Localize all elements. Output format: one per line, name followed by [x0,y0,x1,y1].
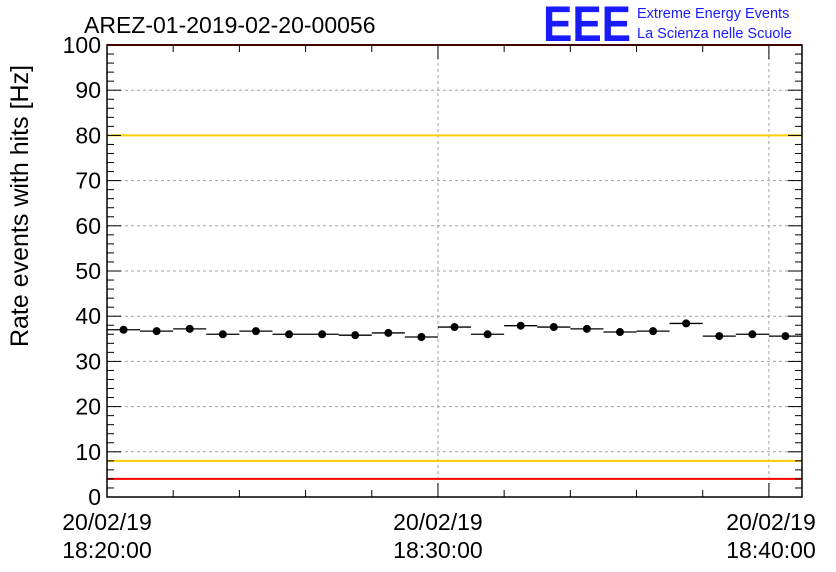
y-tick-label: 100 [63,32,101,58]
data-point [185,324,194,333]
grid-lines [107,45,802,497]
data-point [218,330,227,339]
axis-ticks [106,44,802,498]
y-tick-label: 80 [75,122,101,148]
y-tick-label: 70 [75,168,101,194]
x-tick-label-date: 20/02/19 [393,509,483,535]
data-point [119,325,128,334]
y-tick-label: 20 [75,394,101,420]
y-tick-label: 40 [75,303,101,329]
data-point [582,324,591,333]
data-point [483,330,492,339]
x-tick-label-date: 20/02/19 [62,509,152,535]
y-tick-label: 30 [75,348,101,374]
data-point [781,332,790,341]
y-axis-title: Rate events with hits [Hz] [6,65,34,347]
data-point [450,323,459,332]
data-point [615,328,624,337]
y-tick-label: 50 [75,258,101,284]
x-tick-label-date: 20/02/19 [726,509,816,535]
data-point [417,332,426,341]
y-tick-label: 60 [75,213,101,239]
data-point [152,327,161,336]
y-tick-labels: 0 10 20 30 40 50 60 70 80 90 100 [63,32,101,510]
x-tick-label-time: 18:30:00 [393,537,483,563]
logo-line2: La Scienza nelle Scuole [637,26,792,42]
x-tick-label-time: 18:20:00 [62,537,152,563]
data-point [748,330,757,339]
y-tick-label: 0 [88,484,101,510]
data-point [384,328,393,337]
data-point [351,331,360,340]
data-point [251,327,260,336]
logo-mark: EEE [543,0,631,52]
y-tick-label: 10 [75,439,101,465]
data-point [649,327,658,336]
chart-title: AREZ-01-2019-02-20-00056 [84,12,376,38]
logo-line1: Extreme Energy Events [637,6,789,22]
data-point [549,323,558,332]
x-tick-label-time: 18:40:00 [726,537,816,563]
data-point [285,330,294,339]
y-tick-label: 90 [75,77,101,103]
data-point [715,332,724,341]
data-point [682,319,691,328]
data-point [318,330,327,339]
x-tick-labels: 20/02/1918:20:0020/02/1918:30:0020/02/19… [62,509,816,563]
eee-logo: EEE Extreme Energy Events La Scienza nel… [543,0,792,52]
data-point [516,321,525,330]
reference-lines [107,44,802,480]
data-series [107,319,802,341]
